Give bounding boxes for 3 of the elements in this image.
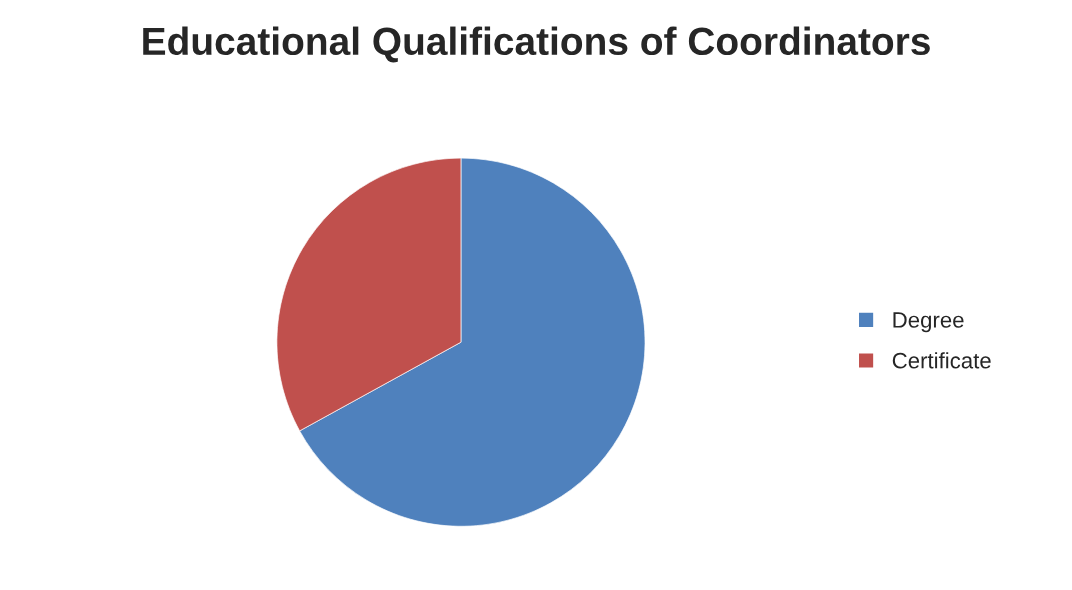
legend-label: Degree	[893, 312, 964, 333]
legend-label: Certificate	[892, 352, 991, 369]
chart-title: Educational Qualifications of Coordinators	[143, 26, 930, 63]
